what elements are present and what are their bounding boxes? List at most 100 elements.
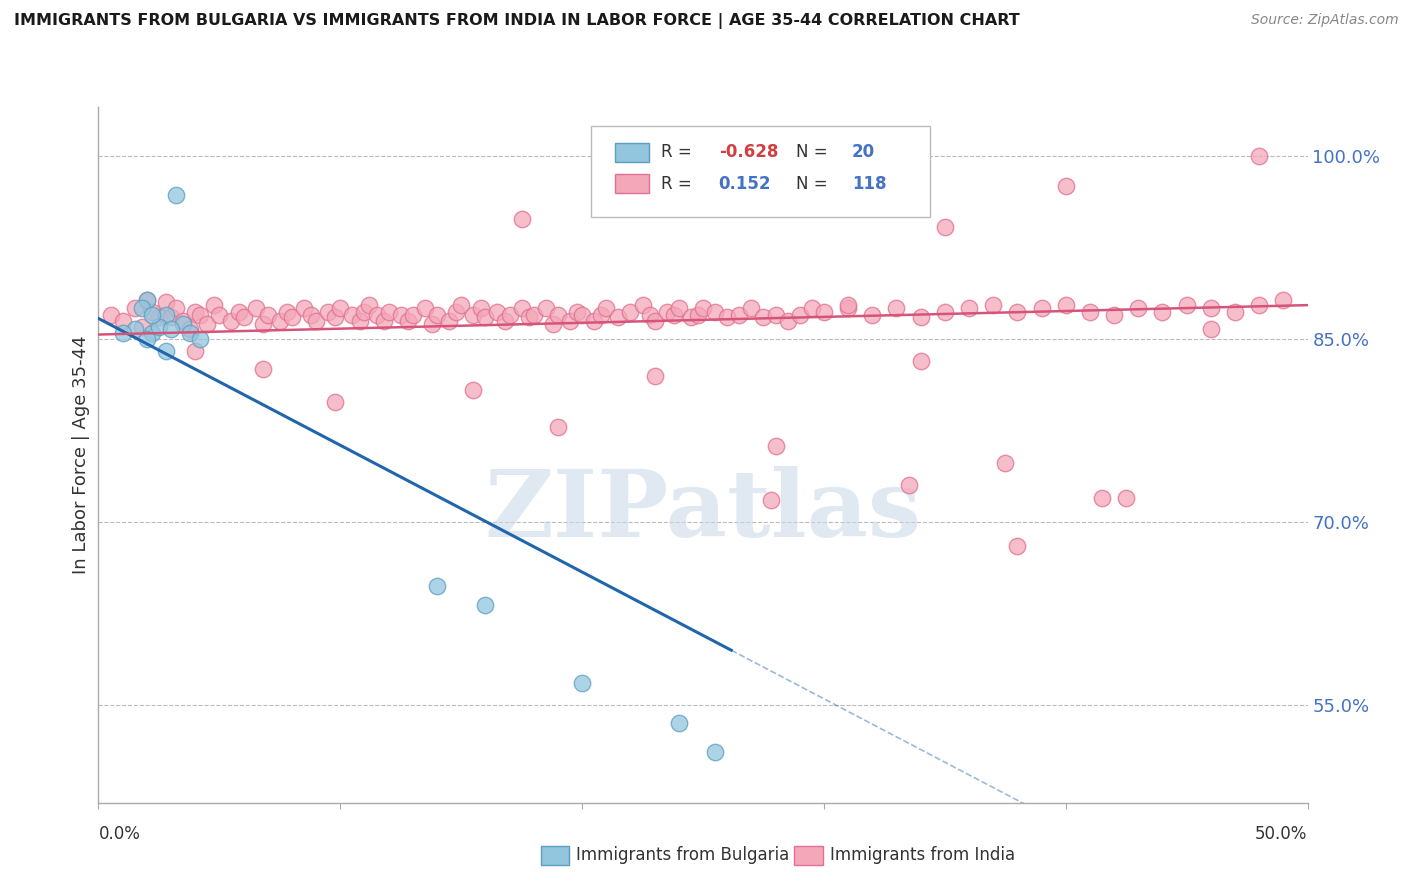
Point [837, 298, 859, 312]
Point [281, 310, 304, 324]
Text: Immigrants from Bulgaria: Immigrants from Bulgaria [576, 847, 790, 864]
Point [366, 308, 388, 322]
Point [886, 301, 908, 316]
Point [547, 308, 569, 322]
Point [688, 308, 710, 322]
Point [644, 313, 666, 327]
Point [1054, 179, 1077, 194]
Point [124, 301, 146, 316]
Point [1128, 301, 1150, 316]
Point [631, 298, 654, 312]
Point [131, 319, 153, 334]
Text: ZIPatlas: ZIPatlas [485, 466, 921, 556]
Point [910, 354, 932, 368]
Point [474, 598, 496, 612]
Point [135, 293, 157, 307]
Point [463, 383, 485, 397]
Point [389, 308, 412, 322]
Point [111, 313, 134, 327]
Text: N =: N = [796, 175, 832, 193]
Bar [614, 143, 648, 162]
Point [184, 344, 207, 359]
Point [728, 308, 751, 322]
Point [692, 301, 714, 316]
Point [571, 676, 593, 690]
Point [329, 301, 352, 316]
Point [131, 301, 153, 316]
Point [860, 308, 883, 322]
Point [349, 313, 371, 327]
Point [446, 305, 468, 319]
Point [299, 308, 322, 322]
Point [155, 308, 177, 322]
Point [426, 308, 449, 322]
Point [1102, 308, 1125, 322]
Point [450, 298, 472, 312]
Point [704, 305, 727, 319]
Point [994, 457, 1017, 471]
Point [607, 310, 630, 324]
Point [644, 368, 666, 383]
Point [595, 301, 617, 316]
Point [402, 308, 425, 322]
Bar [614, 174, 648, 194]
Point [517, 310, 540, 324]
Point [172, 318, 194, 332]
Point [256, 308, 278, 322]
Point [486, 305, 509, 319]
Point [474, 310, 496, 324]
Point [1272, 293, 1295, 307]
Point [1199, 301, 1222, 316]
Point [160, 310, 183, 324]
Point [179, 322, 201, 336]
Point [148, 310, 170, 324]
Point [631, 183, 654, 197]
Point [776, 313, 799, 327]
Point [232, 310, 254, 324]
Text: N =: N = [796, 144, 832, 161]
Point [413, 301, 436, 316]
Point [141, 326, 163, 340]
Point [558, 313, 581, 327]
Point [740, 301, 762, 316]
Point [1007, 540, 1029, 554]
Point [1054, 298, 1077, 312]
Point [245, 301, 267, 316]
Point [204, 298, 226, 312]
Point [591, 308, 613, 322]
Point [184, 305, 207, 319]
Point [752, 310, 775, 324]
Point [135, 332, 157, 346]
Point [1249, 298, 1271, 312]
Point [1223, 305, 1246, 319]
Point [377, 305, 399, 319]
Point [195, 318, 218, 332]
Point [160, 322, 183, 336]
Text: 20: 20 [852, 144, 875, 161]
Point [463, 308, 485, 322]
Point [396, 313, 419, 327]
Point [316, 305, 339, 319]
Point [494, 313, 516, 327]
Text: 0.152: 0.152 [718, 175, 772, 193]
Point [759, 493, 782, 508]
Point [100, 308, 122, 322]
Point [638, 308, 661, 322]
Point [668, 301, 690, 316]
Point [583, 313, 606, 327]
Point [981, 298, 1004, 312]
Point [1115, 491, 1137, 505]
Text: 50.0%: 50.0% [1256, 825, 1308, 843]
Point [124, 322, 146, 336]
Point [668, 716, 690, 731]
Point [179, 326, 201, 340]
Point [141, 305, 163, 319]
Point [523, 308, 546, 322]
Point [172, 313, 194, 327]
Point [541, 318, 564, 332]
Point [252, 318, 274, 332]
Point [269, 313, 291, 327]
Point [662, 308, 685, 322]
Point [188, 332, 211, 346]
Point [534, 301, 557, 316]
